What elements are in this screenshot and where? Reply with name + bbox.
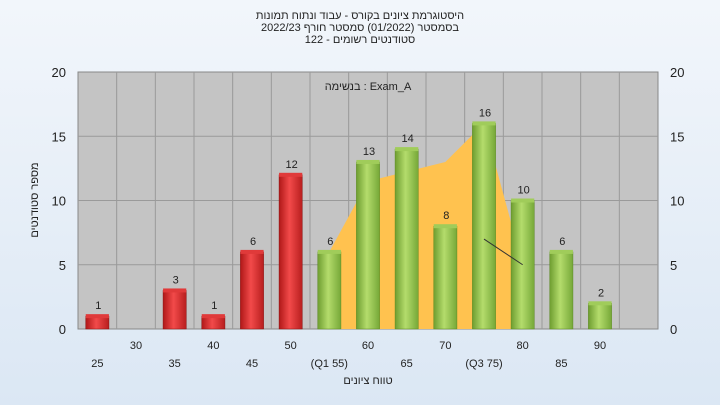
- data-label-80: 10: [518, 185, 530, 197]
- data-label-70: 8: [443, 210, 449, 222]
- y-axis-label: מספר סטודנטים: [29, 162, 41, 237]
- bar-cap-25: [85, 314, 109, 319]
- bar-cap-70: [433, 224, 457, 229]
- y-tick-label-left: 5: [59, 258, 66, 273]
- y-tick-label-right: 5: [670, 258, 677, 273]
- bar-85: [549, 251, 574, 330]
- bar-cap-90: [588, 301, 612, 306]
- x-tick-label: 70: [439, 340, 451, 352]
- bar-cap-45: [240, 249, 264, 254]
- data-label-55: 6: [327, 236, 333, 248]
- bar-cap-55: [317, 249, 341, 254]
- y-ticks: 0 0 5 5 10 10 15 15 20 20: [52, 65, 685, 337]
- data-label-65: 14: [402, 133, 414, 145]
- bar-45: [240, 251, 264, 330]
- bar-cap-80: [511, 198, 535, 203]
- bar-70: [433, 225, 458, 330]
- y-tick-label-right: 15: [670, 129, 684, 144]
- x-tick-label: 85: [555, 358, 567, 370]
- x-tick-label: 60: [362, 340, 374, 352]
- bar-cap-65: [395, 147, 419, 152]
- bars: [85, 121, 612, 330]
- x-ticks: 25 30 35 40 45 50 (Q1 55) 60 65 70 (Q3 75) 80 85 90: [91, 340, 606, 370]
- bar-55: [317, 251, 342, 330]
- bar-35: [162, 290, 187, 330]
- data-label-90: 2: [598, 287, 604, 299]
- x-tick-label: 25: [91, 358, 103, 370]
- x-tick-label: 45: [246, 358, 258, 370]
- data-label-85: 6: [559, 236, 565, 248]
- y-tick-label-right: 0: [670, 322, 677, 337]
- bar-90: [588, 303, 612, 330]
- y-tick-label-right: 20: [670, 65, 684, 80]
- x-tick-label: 35: [169, 358, 181, 370]
- data-label-25: 1: [95, 300, 101, 312]
- y-tick-label-left: 20: [52, 65, 66, 80]
- x-tick-label: 30: [130, 340, 142, 352]
- chart-titles: היסטוגרמת ציונים בקורס - עבוד ונתוח תמונ…: [0, 10, 720, 46]
- x-axis-label: טווח ציונים: [343, 375, 392, 387]
- bar-cap-60: [356, 159, 380, 164]
- x-tick-label: 40: [207, 340, 219, 352]
- y-tick-label-left: 0: [59, 322, 66, 337]
- bar-cap-50: [279, 172, 303, 177]
- title-line-2: בסמסטר (01/2022) סמסטר חורף 2022/23: [260, 22, 460, 34]
- x-tick-label: (Q1 55): [311, 358, 348, 370]
- x-tick-label: 90: [594, 340, 606, 352]
- data-label-45: 6: [250, 236, 256, 248]
- title-line-3: סטודנטים רשומים - 122: [304, 34, 416, 46]
- data-label-60: 13: [363, 146, 375, 158]
- x-tick-label: 50: [285, 340, 297, 352]
- exam-annotation: בנשימה : Exam_A: [325, 81, 412, 93]
- bar-50: [278, 174, 303, 330]
- data-label-40: 1: [211, 300, 217, 312]
- data-label-35: 3: [173, 274, 179, 286]
- bar-cap-35: [163, 288, 187, 293]
- title-line-1: היסטוגרמת ציונים בקורס - עבוד ונתוח תמונ…: [255, 10, 465, 22]
- y-tick-label-left: 10: [52, 194, 66, 209]
- bar-cap-40: [201, 314, 225, 319]
- bar-60: [356, 161, 380, 330]
- x-tick-label: 80: [517, 340, 529, 352]
- quartile-line: [483, 238, 523, 266]
- x-tick-label: 65: [401, 358, 413, 370]
- bar-75: [472, 123, 496, 330]
- x-tick-label: (Q3 75): [465, 358, 502, 370]
- y-tick-label-left: 15: [52, 129, 66, 144]
- data-label-50: 12: [286, 159, 298, 171]
- y-tick-label-right: 10: [670, 194, 684, 209]
- data-label-75: 16: [479, 107, 491, 119]
- bar-cap-85: [549, 249, 573, 254]
- bar-65: [394, 148, 419, 330]
- bar-cap-75: [472, 121, 496, 126]
